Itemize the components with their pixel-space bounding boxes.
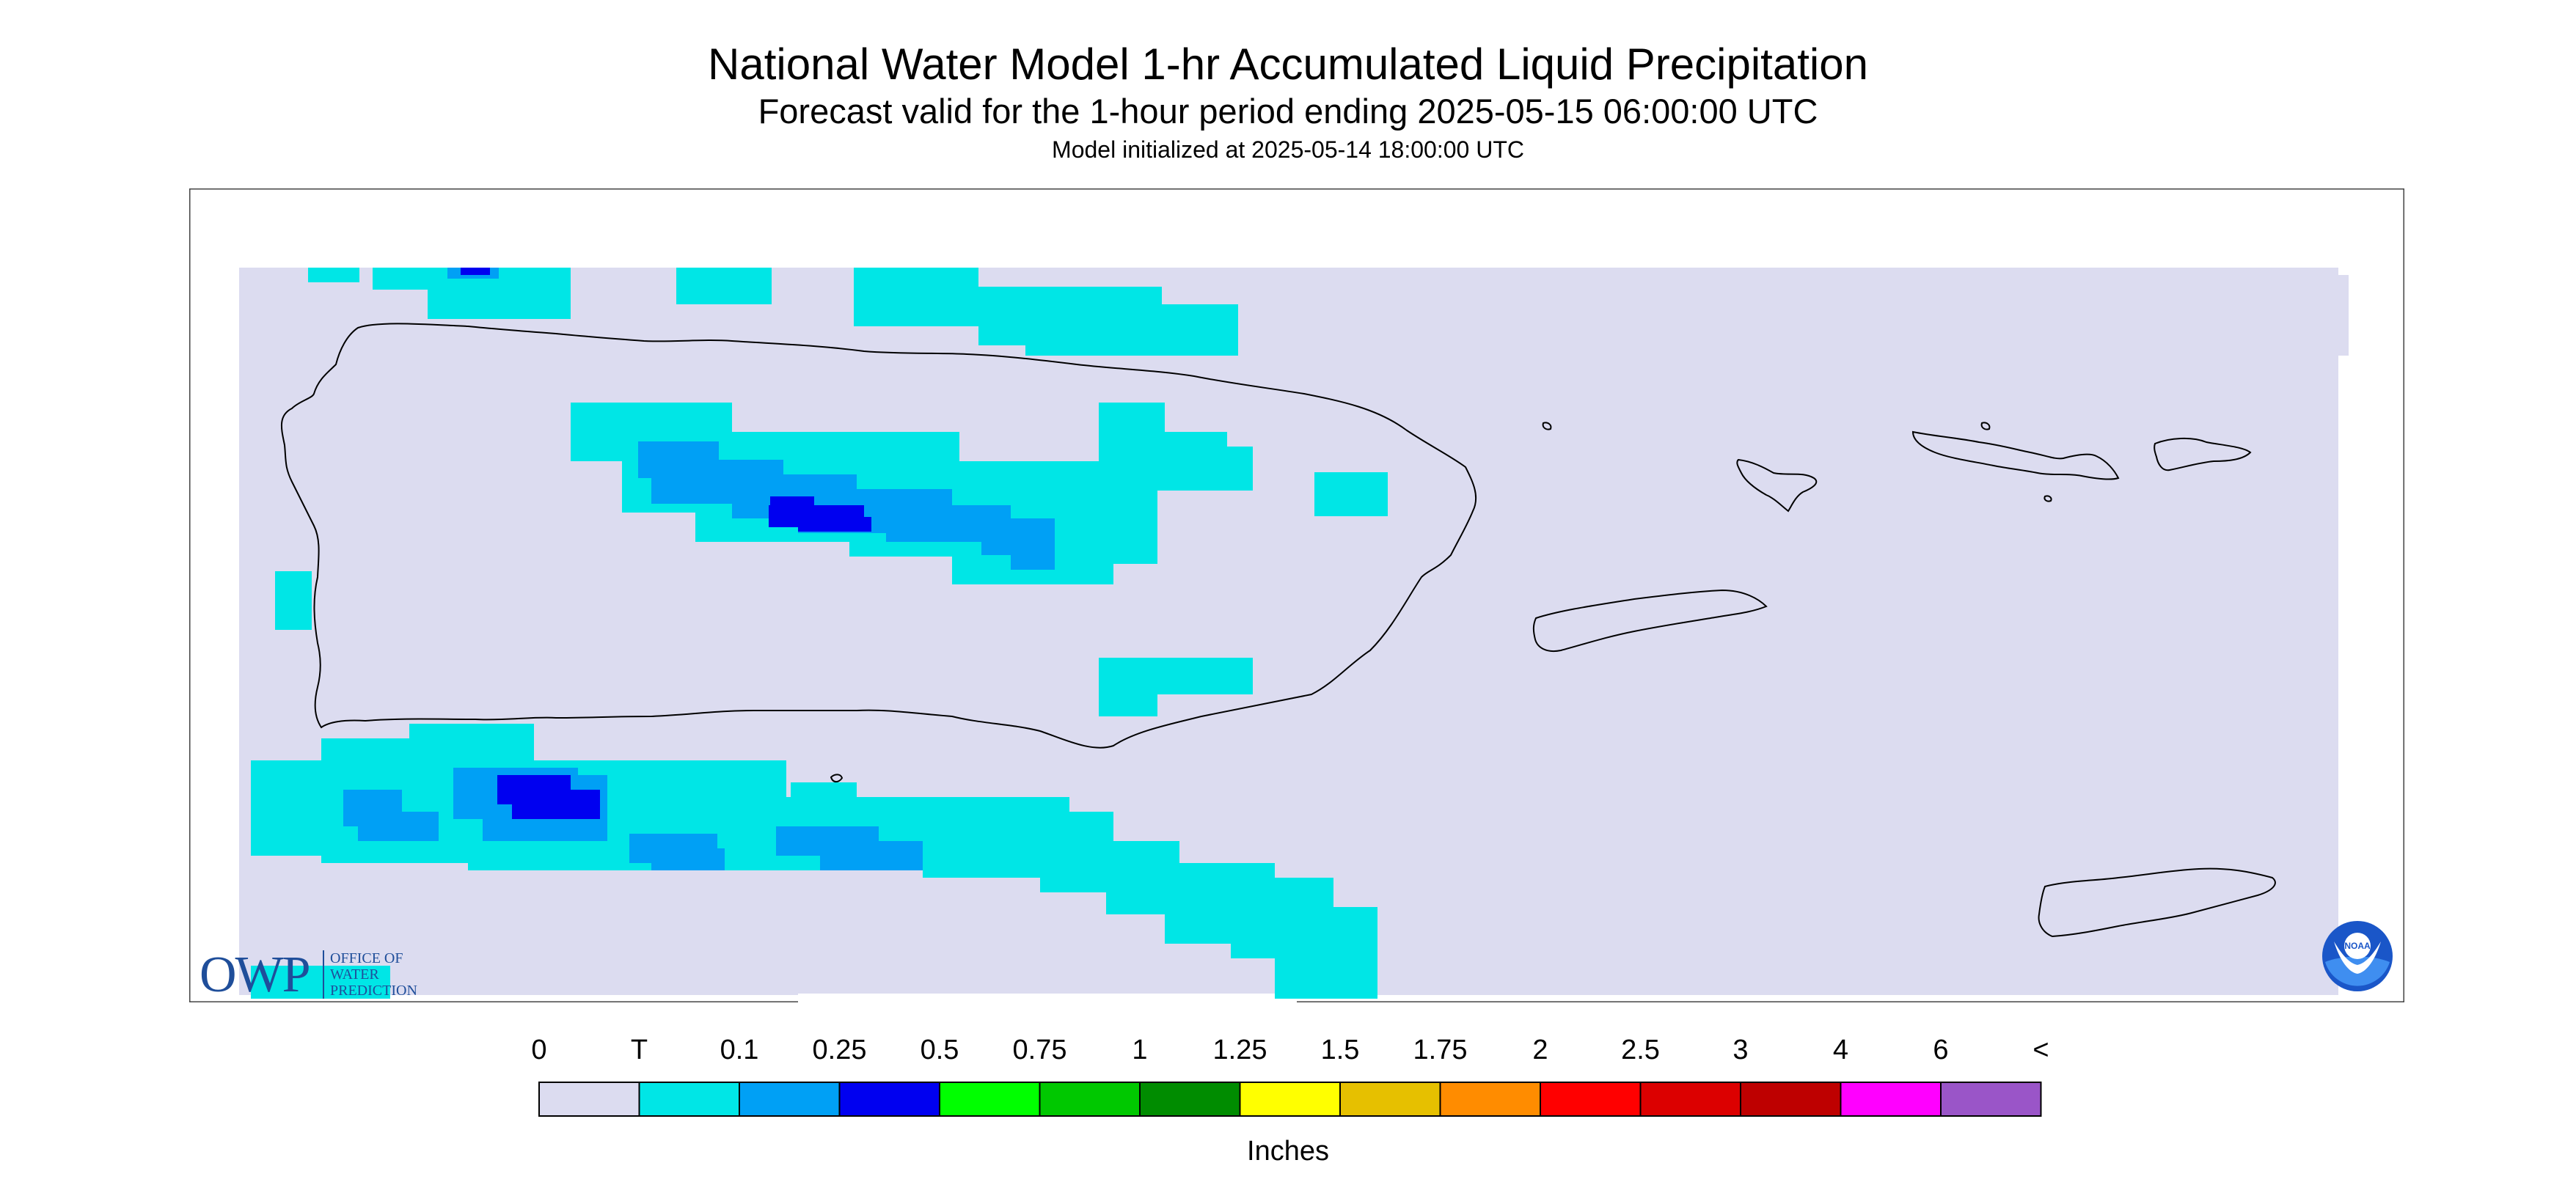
domain-background	[239, 268, 2338, 995]
legend-swatch-1	[638, 1082, 740, 1117]
domain-edge-strip	[2338, 275, 2349, 356]
owp-logo-letters: OWP	[200, 947, 311, 1003]
puerto-rico-coastline	[281, 323, 1477, 749]
legend-colorbar	[538, 1082, 2042, 1117]
legend-units: Inches	[1247, 1136, 1329, 1167]
owp-logo-line2: WATER	[330, 966, 379, 983]
legend-tick-label: 3	[1732, 1035, 1749, 1065]
precip-grid	[239, 268, 2349, 1002]
legend-tick-label: 0.75	[1012, 1035, 1067, 1065]
legend-swatch-8	[1339, 1082, 1441, 1117]
small-cay-1	[1542, 422, 1552, 430]
legend-swatch-3	[838, 1082, 940, 1117]
legend-tick-label: 0.5	[920, 1035, 959, 1065]
legend-tick-label: 1.5	[1320, 1035, 1360, 1065]
noaa-logo: NOAA	[2322, 921, 2393, 991]
vieques-coastline	[1532, 589, 1768, 652]
legend-swatch-14	[1940, 1082, 2042, 1117]
legend-swatch-10	[1540, 1082, 1642, 1117]
coastlines	[281, 323, 2276, 938]
owp-logo-divider	[323, 950, 324, 999]
precip-0.25-areas	[461, 268, 871, 819]
legend-swatch-4	[939, 1082, 1041, 1117]
legend-tick-label: 0.1	[720, 1035, 759, 1065]
small-cay-2	[1980, 422, 1991, 430]
legend-swatch-2	[739, 1082, 841, 1117]
map-subtitle: Forecast valid for the 1-hour period end…	[758, 92, 1818, 131]
legend-tick-label: 2.5	[1621, 1035, 1660, 1065]
legend-swatch-13	[1840, 1082, 1942, 1117]
legend-tick-label: <	[2032, 1035, 2049, 1065]
legend-tick-label: 0	[531, 1035, 547, 1065]
small-cay-3	[2043, 495, 2052, 502]
noaa-logo-text: NOAA	[2344, 941, 2371, 951]
domain-gap-bottom	[798, 994, 1297, 1002]
legend-swatch-9	[1439, 1082, 1541, 1117]
legend-swatch-6	[1139, 1082, 1241, 1117]
legend-tick-label: 1.75	[1413, 1035, 1468, 1065]
st-thomas-coastline	[1911, 430, 2120, 480]
culebra-coastline	[1736, 458, 1818, 513]
legend-tick-label: 6	[1933, 1035, 1949, 1065]
map-title: National Water Model 1-hr Accumulated Li…	[708, 40, 1868, 89]
desecheo-coastline	[830, 774, 844, 783]
st-john-coastline	[2154, 437, 2252, 471]
owp-logo-line1: OFFICE OF	[330, 950, 403, 966]
precipitation-map	[189, 188, 2404, 1002]
legend-tick-label: 0.25	[812, 1035, 867, 1065]
model-init-label: Model initialized at 2025-05-14 18:00:00…	[1052, 136, 1524, 163]
owp-logo-line3: PREDICTION	[330, 983, 417, 999]
legend-tick-label: T	[630, 1035, 648, 1065]
st-croix-coastline	[2038, 867, 2276, 938]
legend-swatch-11	[1639, 1082, 1741, 1117]
legend-swatch-5	[1039, 1082, 1141, 1117]
legend-tick-label: 4	[1832, 1035, 1849, 1065]
legend-swatch-12	[1740, 1082, 1842, 1117]
legend-tick-labels: 0 T 0.1 0.25 0.5 0.75 1 1.25 1.5 1.75 2 2.5 3 4 6 <	[0, 1032, 2576, 1069]
legend-tick-label: 1.25	[1212, 1035, 1267, 1065]
legend-tick-label: 1	[1132, 1035, 1148, 1065]
legend-swatch-7	[1239, 1082, 1341, 1117]
legend-swatch-0	[538, 1082, 640, 1117]
owp-logo-text: OFFICE OF WATER PREDICTION	[330, 950, 417, 999]
legend-tick-label: 2	[1532, 1035, 1548, 1065]
